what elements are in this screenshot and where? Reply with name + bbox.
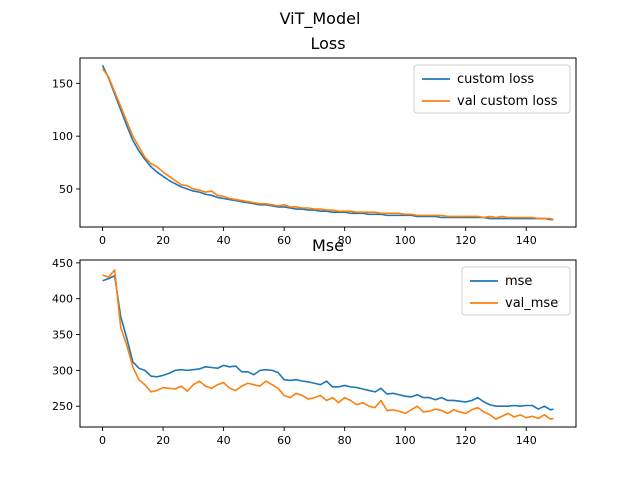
mse-xtick-label: 80 xyxy=(338,434,352,447)
loss-legend: custom loss val custom loss xyxy=(413,64,571,114)
loss-ytick-label: 50 xyxy=(59,183,73,196)
mse-xtick-label: 20 xyxy=(156,434,170,447)
mse-legend: mse val_mse xyxy=(461,266,571,316)
loss-subplot-title: Loss xyxy=(310,34,345,53)
mse-legend-label-1: mse xyxy=(505,274,532,289)
mse-xtick-label: 60 xyxy=(277,434,291,447)
loss-legend-label-2: val custom loss xyxy=(457,94,558,109)
mse-xtick-label: 40 xyxy=(217,434,231,447)
loss-subplot: Loss 0 20 40 60 80 100 120 140 50 100 150 custom l… xyxy=(52,34,577,247)
mse-xtick-label: 120 xyxy=(455,434,476,447)
mse-axes-frame xyxy=(79,259,577,428)
loss-ytick-label: 100 xyxy=(52,130,73,143)
mse-series-line-2 xyxy=(102,269,554,420)
mse-xtick-label: 100 xyxy=(395,434,416,447)
mse-axis-ticks: 0 20 40 60 80 100 120 140 250 300 350 400 450 xyxy=(52,257,537,447)
mse-xtick-label: 0 xyxy=(99,434,106,447)
mse-xtick-label: 140 xyxy=(516,434,537,447)
loss-xtick-label: 120 xyxy=(455,234,476,247)
loss-legend-label-1: custom loss xyxy=(457,72,534,87)
loss-ytick-label: 150 xyxy=(52,77,73,90)
figure-suptitle: ViT_Model xyxy=(280,9,361,29)
loss-xtick-label: 20 xyxy=(156,234,170,247)
mse-series-line-1 xyxy=(102,274,554,411)
mse-ytick-label: 350 xyxy=(52,329,73,342)
loss-series-group xyxy=(101,65,554,221)
loss-axes-frame xyxy=(79,57,577,228)
loss-legend-box xyxy=(413,64,571,114)
loss-xtick-label: 60 xyxy=(277,234,291,247)
mse-ytick-label: 400 xyxy=(52,293,73,306)
mse-subplot-title: Mse xyxy=(312,236,344,255)
loss-xtick-label: 100 xyxy=(395,234,416,247)
loss-xtick-label: 0 xyxy=(99,234,106,247)
mse-legend-label-2: val_mse xyxy=(505,296,558,311)
loss-axis-ticks: 0 20 40 60 80 100 120 140 50 100 150 xyxy=(52,77,537,247)
loss-xtick-label: 140 xyxy=(516,234,537,247)
loss-xtick-label: 40 xyxy=(217,234,231,247)
loss-series-line-2 xyxy=(101,68,554,221)
mse-ytick-label: 250 xyxy=(52,400,73,413)
loss-xtick-label: 80 xyxy=(338,234,352,247)
mse-ytick-label: 300 xyxy=(52,364,73,377)
mse-ytick-label: 450 xyxy=(52,257,73,270)
mse-series-group xyxy=(102,269,554,420)
